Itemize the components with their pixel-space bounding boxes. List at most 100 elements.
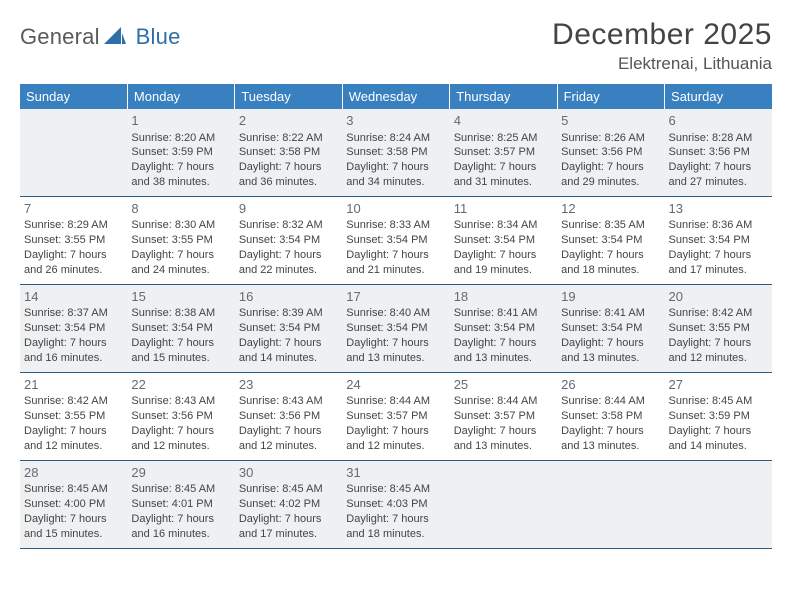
daylight-line: Daylight: 7 hours and 14 minutes. xyxy=(239,336,338,366)
weekday-header: Wednesday xyxy=(342,84,449,109)
sunrise-line: Sunrise: 8:24 AM xyxy=(346,131,445,146)
daylight-line: Daylight: 7 hours and 12 minutes. xyxy=(131,424,230,454)
calendar-day-cell: 9Sunrise: 8:32 AMSunset: 3:54 PMDaylight… xyxy=(235,196,342,284)
calendar-week-row: 1Sunrise: 8:20 AMSunset: 3:59 PMDaylight… xyxy=(20,109,772,196)
sunset-line: Sunset: 3:57 PM xyxy=(454,409,553,424)
sunrise-line: Sunrise: 8:29 AM xyxy=(24,218,123,233)
daylight-line: Daylight: 7 hours and 38 minutes. xyxy=(131,160,230,190)
calendar-day-cell: 25Sunrise: 8:44 AMSunset: 3:57 PMDayligh… xyxy=(450,372,557,460)
calendar-day-cell: 15Sunrise: 8:38 AMSunset: 3:54 PMDayligh… xyxy=(127,284,234,372)
sunset-line: Sunset: 3:54 PM xyxy=(561,233,660,248)
sunset-line: Sunset: 3:56 PM xyxy=(239,409,338,424)
day-number: 14 xyxy=(24,288,123,306)
daylight-line: Daylight: 7 hours and 34 minutes. xyxy=(346,160,445,190)
calendar-day-cell: 22Sunrise: 8:43 AMSunset: 3:56 PMDayligh… xyxy=(127,372,234,460)
sunset-line: Sunset: 3:58 PM xyxy=(239,145,338,160)
calendar-day-cell: 6Sunrise: 8:28 AMSunset: 3:56 PMDaylight… xyxy=(665,109,772,196)
daylight-line: Daylight: 7 hours and 22 minutes. xyxy=(239,248,338,278)
day-number: 23 xyxy=(239,376,338,394)
weekday-header: Thursday xyxy=(450,84,557,109)
sunrise-line: Sunrise: 8:44 AM xyxy=(454,394,553,409)
sunrise-line: Sunrise: 8:41 AM xyxy=(454,306,553,321)
day-number: 1 xyxy=(131,112,230,130)
day-number: 17 xyxy=(346,288,445,306)
daylight-line: Daylight: 7 hours and 18 minutes. xyxy=(346,512,445,542)
calendar-day-cell: 26Sunrise: 8:44 AMSunset: 3:58 PMDayligh… xyxy=(557,372,664,460)
sunrise-line: Sunrise: 8:34 AM xyxy=(454,218,553,233)
calendar-day-cell: 28Sunrise: 8:45 AMSunset: 4:00 PMDayligh… xyxy=(20,460,127,548)
sunrise-line: Sunrise: 8:42 AM xyxy=(24,394,123,409)
logo-text-general: General xyxy=(20,24,100,50)
sunset-line: Sunset: 3:55 PM xyxy=(669,321,768,336)
sunset-line: Sunset: 3:54 PM xyxy=(669,233,768,248)
location: Elektrenai, Lithuania xyxy=(552,54,772,74)
sunrise-line: Sunrise: 8:45 AM xyxy=(131,482,230,497)
sunrise-line: Sunrise: 8:33 AM xyxy=(346,218,445,233)
day-number: 7 xyxy=(24,200,123,218)
calendar-day-cell: 17Sunrise: 8:40 AMSunset: 3:54 PMDayligh… xyxy=(342,284,449,372)
daylight-line: Daylight: 7 hours and 13 minutes. xyxy=(454,336,553,366)
sunset-line: Sunset: 4:01 PM xyxy=(131,497,230,512)
sunrise-line: Sunrise: 8:45 AM xyxy=(24,482,123,497)
calendar-day-cell: 29Sunrise: 8:45 AMSunset: 4:01 PMDayligh… xyxy=(127,460,234,548)
sunset-line: Sunset: 4:00 PM xyxy=(24,497,123,512)
calendar-day-cell: 24Sunrise: 8:44 AMSunset: 3:57 PMDayligh… xyxy=(342,372,449,460)
sunset-line: Sunset: 3:59 PM xyxy=(669,409,768,424)
day-number: 20 xyxy=(669,288,768,306)
sunset-line: Sunset: 3:56 PM xyxy=(561,145,660,160)
weekday-header: Friday xyxy=(557,84,664,109)
daylight-line: Daylight: 7 hours and 21 minutes. xyxy=(346,248,445,278)
sunset-line: Sunset: 3:54 PM xyxy=(454,321,553,336)
sunrise-line: Sunrise: 8:25 AM xyxy=(454,131,553,146)
sunrise-line: Sunrise: 8:35 AM xyxy=(561,218,660,233)
sunrise-line: Sunrise: 8:36 AM xyxy=(669,218,768,233)
daylight-line: Daylight: 7 hours and 26 minutes. xyxy=(24,248,123,278)
daylight-line: Daylight: 7 hours and 17 minutes. xyxy=(669,248,768,278)
day-number: 13 xyxy=(669,200,768,218)
sunset-line: Sunset: 3:55 PM xyxy=(24,409,123,424)
daylight-line: Daylight: 7 hours and 16 minutes. xyxy=(131,512,230,542)
calendar-day-cell: 10Sunrise: 8:33 AMSunset: 3:54 PMDayligh… xyxy=(342,196,449,284)
day-number: 3 xyxy=(346,112,445,130)
calendar-day-cell: 7Sunrise: 8:29 AMSunset: 3:55 PMDaylight… xyxy=(20,196,127,284)
sunset-line: Sunset: 4:02 PM xyxy=(239,497,338,512)
sunset-line: Sunset: 3:55 PM xyxy=(131,233,230,248)
daylight-line: Daylight: 7 hours and 12 minutes. xyxy=(669,336,768,366)
sunrise-line: Sunrise: 8:44 AM xyxy=(561,394,660,409)
day-number: 9 xyxy=(239,200,338,218)
sunset-line: Sunset: 3:54 PM xyxy=(561,321,660,336)
sunrise-line: Sunrise: 8:26 AM xyxy=(561,131,660,146)
daylight-line: Daylight: 7 hours and 13 minutes. xyxy=(561,424,660,454)
sunrise-line: Sunrise: 8:45 AM xyxy=(669,394,768,409)
day-number: 18 xyxy=(454,288,553,306)
sunset-line: Sunset: 3:57 PM xyxy=(454,145,553,160)
calendar-day-cell xyxy=(450,460,557,548)
sunrise-line: Sunrise: 8:45 AM xyxy=(239,482,338,497)
day-number: 2 xyxy=(239,112,338,130)
weekday-header-row: Sunday Monday Tuesday Wednesday Thursday… xyxy=(20,84,772,109)
day-number: 11 xyxy=(454,200,553,218)
day-number: 26 xyxy=(561,376,660,394)
calendar-week-row: 21Sunrise: 8:42 AMSunset: 3:55 PM Dayligh… xyxy=(20,372,772,460)
sunrise-line: Sunrise: 8:41 AM xyxy=(561,306,660,321)
calendar-day-cell: 11Sunrise: 8:34 AMSunset: 3:54 PMDayligh… xyxy=(450,196,557,284)
sunset-line: Sunset: 3:56 PM xyxy=(669,145,768,160)
daylight-line: Daylight: 7 hours and 14 minutes. xyxy=(669,424,768,454)
day-number: 16 xyxy=(239,288,338,306)
calendar-day-cell: 13Sunrise: 8:36 AMSunset: 3:54 PMDayligh… xyxy=(665,196,772,284)
daylight-line: Daylight: 7 hours and 24 minutes. xyxy=(131,248,230,278)
sunset-line: Sunset: 3:54 PM xyxy=(454,233,553,248)
sunset-line: Sunset: 3:54 PM xyxy=(346,233,445,248)
day-number: 21 xyxy=(24,376,123,394)
calendar-day-cell: 5Sunrise: 8:26 AMSunset: 3:56 PMDaylight… xyxy=(557,109,664,196)
sunrise-line: Sunrise: 8:32 AM xyxy=(239,218,338,233)
calendar-day-cell xyxy=(665,460,772,548)
sunset-line: Sunset: 3:54 PM xyxy=(24,321,123,336)
sunset-line: Sunset: 3:54 PM xyxy=(239,233,338,248)
calendar-week-row: 14Sunrise: 8:37 AMSunset: 3:54 PMDayligh… xyxy=(20,284,772,372)
calendar-day-cell xyxy=(557,460,664,548)
logo-text-blue: Blue xyxy=(136,24,181,50)
daylight-line: Daylight: 7 hours and 12 minutes. xyxy=(239,424,338,454)
sunrise-line: Sunrise: 8:44 AM xyxy=(346,394,445,409)
calendar-day-cell: 2Sunrise: 8:22 AMSunset: 3:58 PMDaylight… xyxy=(235,109,342,196)
